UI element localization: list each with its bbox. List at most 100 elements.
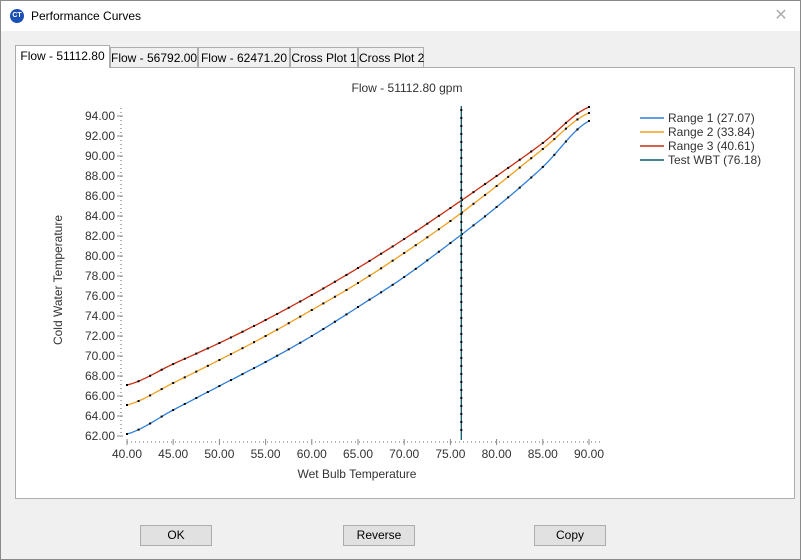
chart-title: Flow - 51112.80 gpm [352, 81, 463, 95]
y-tick-label: 82.00 [85, 229, 115, 243]
series-point-range-1 [507, 196, 510, 199]
series-point-range-2 [299, 315, 302, 318]
legend-label: Range 2 (33.84) [668, 125, 755, 139]
test-wbt-point [460, 173, 463, 175]
series-point-range-1 [449, 242, 452, 244]
tab-flow-51112[interactable]: Flow - 51112.80 [15, 45, 110, 68]
app-logo-icon: CT [10, 9, 24, 23]
series-point-range-2 [276, 328, 279, 331]
series-point-range-2 [530, 157, 533, 160]
series-point-range-1 [183, 403, 186, 405]
series-point-range-2 [380, 267, 383, 270]
series-point-range-3 [449, 207, 452, 209]
tab-cross-plot-2[interactable]: Cross Plot 2 [358, 47, 424, 67]
test-wbt-point [460, 237, 463, 239]
test-wbt-point [460, 165, 463, 167]
series-point-range-2 [206, 364, 209, 367]
tab-cross-plot-1[interactable]: Cross Plot 1 [290, 47, 358, 67]
reverse-button[interactable]: Reverse [343, 525, 415, 546]
series-point-range-3 [380, 252, 383, 255]
series-point-range-3 [414, 230, 417, 233]
y-tick-label: 72.00 [85, 329, 115, 343]
x-tick-label: 45.00 [158, 447, 188, 461]
test-wbt-point [460, 205, 463, 207]
copy-button[interactable]: Copy [534, 525, 606, 546]
x-tick-label: 80.00 [482, 447, 512, 461]
series-point-range-3 [218, 342, 221, 344]
legend-label: Range 1 (27.07) [668, 111, 755, 125]
x-axis-label: Wet Bulb Temperature [298, 467, 417, 481]
x-axis: 40.00 45.00 50.00 55.00 60.00 65.00 70.00 75.00… [112, 439, 604, 461]
y-tick-label: 94.00 [85, 109, 115, 123]
series-point-range-1 [472, 224, 475, 227]
series-point-range-2 [345, 288, 348, 291]
series-point-range-3 [160, 368, 163, 371]
series-point-range-2 [149, 394, 152, 397]
series-point-range-3 [484, 183, 487, 186]
series-point-range-3 [333, 280, 336, 283]
series-point-range-3 [357, 267, 359, 269]
test-wbt-point [460, 373, 463, 375]
series-point-range-2 [576, 118, 579, 121]
test-wbt-point [460, 325, 463, 327]
series-point-range-3 [576, 112, 579, 115]
y-tick-label: 86.00 [85, 189, 115, 203]
series-point-range-1 [403, 276, 406, 278]
test-wbt-point [460, 309, 463, 311]
series-point-range-3 [137, 380, 140, 383]
close-icon[interactable]: ✕ [774, 7, 788, 24]
series-point-range-2 [183, 376, 186, 379]
test-wbt-point [460, 389, 463, 391]
series-point-range-3 [310, 294, 313, 296]
x-tick-label: 50.00 [204, 447, 234, 461]
test-wbt-point [460, 285, 463, 287]
test-wbt-point [460, 277, 463, 279]
tab-flow-56792[interactable]: Flow - 56792.00 [110, 47, 198, 67]
x-tick-label: 90.00 [574, 447, 604, 461]
legend-label: Test WBT (76.18) [668, 153, 761, 167]
series-point-range-2 [310, 309, 313, 311]
test-wbt-point [460, 189, 463, 191]
series-point-range-1 [345, 313, 348, 316]
x-tick-label: 55.00 [251, 447, 281, 461]
legend: Range 1 (27.07)Range 2 (33.84)Range 3 (4… [640, 111, 761, 167]
test-wbt-point [460, 301, 463, 303]
series-point-range-1 [172, 409, 175, 411]
series-point-range-3 [495, 175, 498, 177]
x-tick-label: 40.00 [112, 447, 142, 461]
series-point-range-2 [322, 302, 325, 305]
chart-panel: Flow - 51112.80 gpm 94.00 92.00 90.00 88.00… [15, 67, 795, 499]
series-point-range-1 [380, 291, 383, 294]
series-point-range-3 [253, 324, 256, 327]
series-point-range-3 [553, 132, 556, 135]
series-point-range-3 [126, 384, 128, 386]
series-point-range-1 [484, 215, 487, 218]
test-wbt-point [460, 117, 463, 119]
series-point-range-3 [287, 306, 290, 309]
test-wbt-point [460, 405, 463, 407]
ok-button[interactable]: OK [140, 525, 212, 546]
series-point-range-2 [437, 228, 440, 231]
test-wbt-point [460, 197, 463, 199]
series-point-range-3 [507, 166, 510, 169]
performance-chart: Flow - 51112.80 gpm 94.00 92.00 90.00 88.00… [51, 81, 761, 481]
y-tick-label: 92.00 [85, 129, 115, 143]
series-point-range-3 [403, 238, 406, 240]
x-tick-label: 60.00 [297, 447, 327, 461]
y-tick-label: 74.00 [85, 309, 115, 323]
y-axis: 94.00 92.00 90.00 88.00 86.00 84.00 82.00 80.00… [85, 108, 123, 443]
series-point-range-1 [437, 250, 440, 253]
series-point-range-2 [253, 341, 256, 344]
window-title: Performance Curves [31, 9, 142, 23]
test-wbt-point [460, 157, 463, 159]
series-point-range-3 [368, 259, 371, 262]
x-tick-label: 85.00 [528, 447, 558, 461]
series-point-range-1 [149, 422, 152, 425]
test-wbt-point [460, 413, 463, 415]
series-point-range-3 [541, 142, 544, 144]
series-point-range-1 [368, 298, 371, 301]
series-point-range-3 [299, 300, 302, 303]
tab-flow-62471[interactable]: Flow - 62471.20 [198, 47, 290, 67]
series-point-range-3 [241, 330, 244, 333]
